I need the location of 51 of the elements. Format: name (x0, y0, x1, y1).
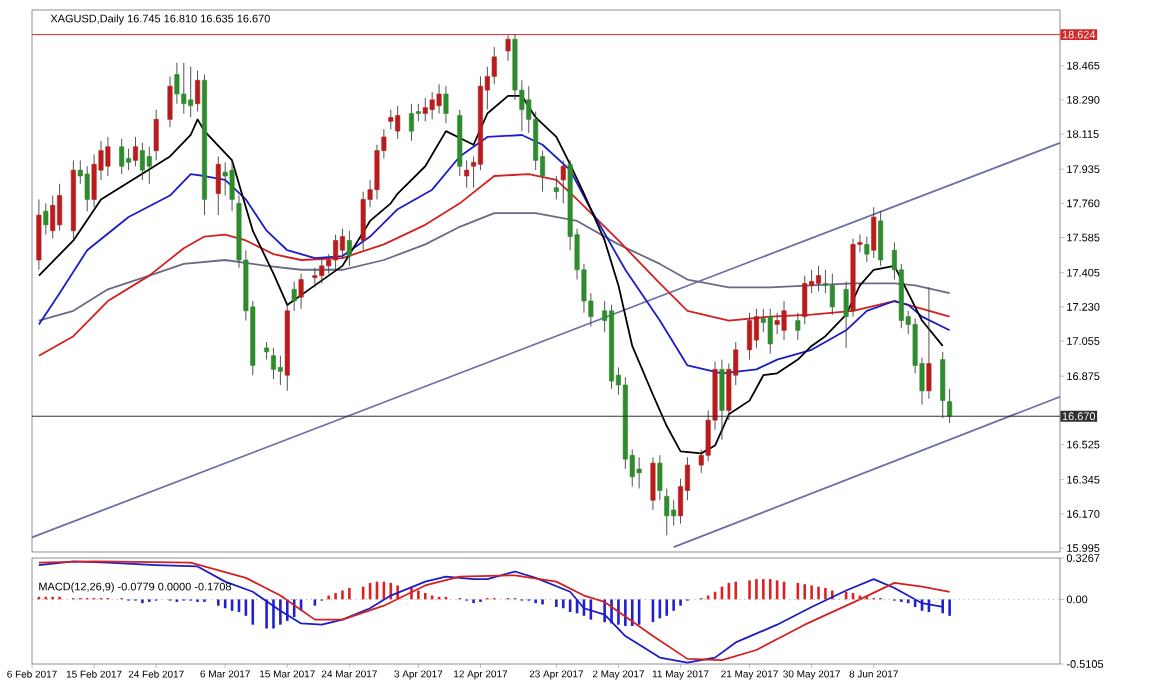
candlestick (298, 273, 304, 310)
candlestick (57, 183, 63, 232)
candlestick (560, 159, 566, 204)
candlestick (505, 34, 511, 62)
candlestick (636, 456, 642, 489)
candlestick (195, 70, 201, 112)
candlestick (146, 146, 152, 185)
candlestick (878, 210, 884, 267)
candlestick (802, 275, 808, 325)
candlestick (429, 91, 435, 120)
candlestick (333, 234, 339, 271)
candlestick (277, 355, 283, 386)
candlestick (181, 62, 187, 114)
candlestick (119, 138, 125, 175)
candlestick (747, 312, 753, 361)
candlestick (650, 456, 656, 511)
candlestick (126, 148, 132, 171)
candlestick (671, 499, 677, 527)
line-series (38, 212, 951, 322)
candlestick (105, 136, 111, 177)
candlestick (339, 228, 345, 259)
candlestick (188, 66, 194, 118)
candlestick (753, 308, 759, 349)
candlestick (84, 165, 90, 212)
candlestick (719, 359, 725, 441)
candlestick (270, 347, 276, 380)
candlestick (422, 97, 428, 122)
candlestick (408, 103, 414, 142)
candlestick (553, 175, 559, 200)
candlestick (36, 199, 42, 271)
candlestick (443, 85, 449, 124)
candlestick (464, 159, 470, 189)
candlestick (871, 206, 877, 259)
candlestick (395, 105, 401, 140)
candlestick (346, 230, 352, 267)
candlestick (816, 265, 822, 292)
candlestick (774, 312, 780, 335)
candlestick (319, 257, 325, 284)
candlestick (222, 161, 228, 196)
candlestick (940, 351, 946, 419)
candlestick (291, 281, 297, 312)
candlestick (132, 136, 138, 167)
candlestick (926, 286, 932, 400)
candlestick (436, 83, 442, 114)
candlestick (781, 300, 787, 341)
candlestick (139, 142, 145, 181)
candlestick (829, 273, 835, 316)
line-series (38, 173, 951, 357)
candlestick (388, 109, 394, 130)
candlestick (215, 156, 221, 216)
candlestick (767, 308, 773, 355)
